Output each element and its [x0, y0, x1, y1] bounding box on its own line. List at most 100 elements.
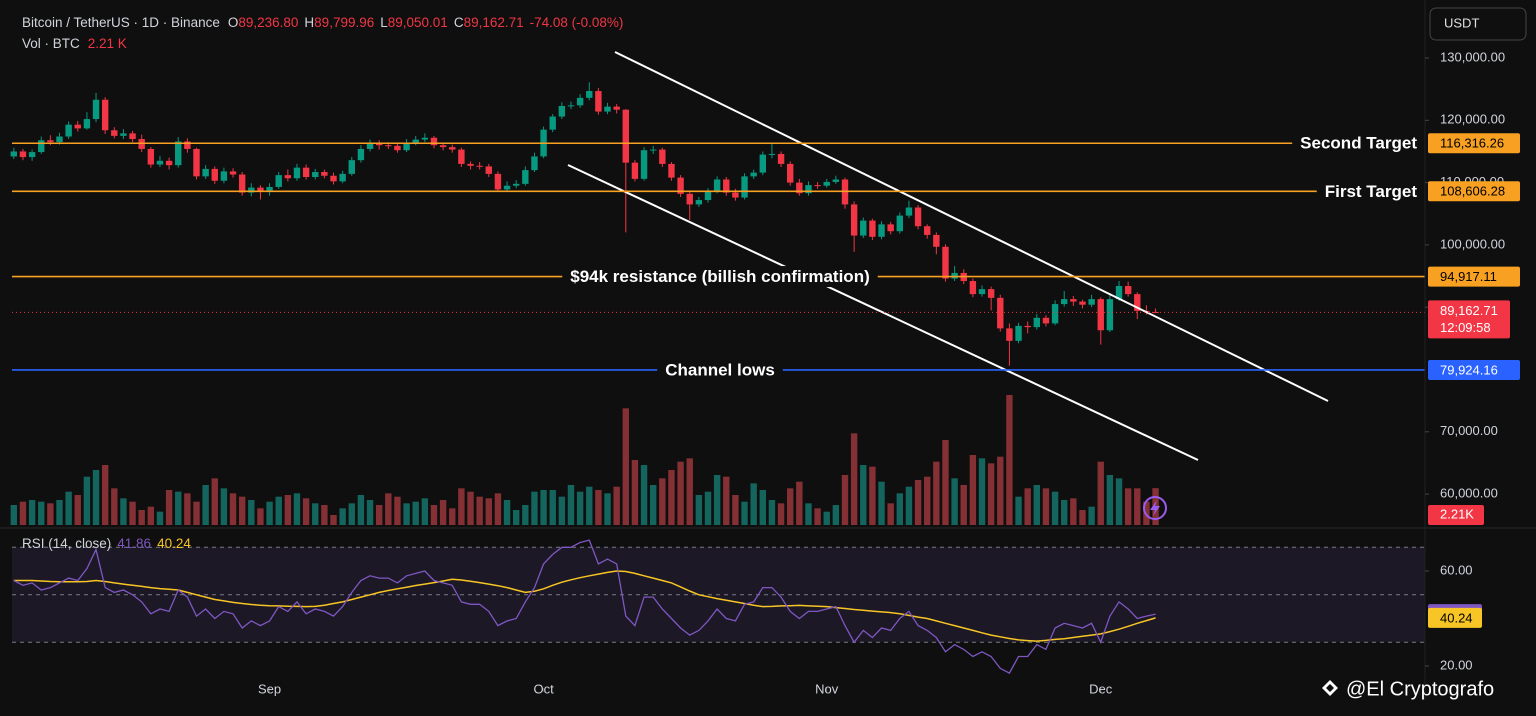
candle-body [823, 181, 830, 186]
volume-bar [238, 496, 246, 525]
watermark-logo [1322, 680, 1338, 696]
volume-bar [1042, 488, 1050, 525]
candle-body [129, 133, 136, 139]
volume-bar [47, 503, 54, 525]
volume-bar [1051, 491, 1059, 525]
candle-body [111, 130, 118, 136]
candle-body [896, 215, 904, 232]
volume-bar [1015, 496, 1022, 525]
candle-body [275, 175, 282, 187]
volume-header: Vol · BTC 2.21 K [22, 36, 127, 51]
candle-body [1079, 301, 1086, 305]
watermark-text: @El Cryptografo [1346, 678, 1494, 700]
candle-body [686, 193, 693, 205]
volume-bar [713, 475, 721, 525]
candle-body [485, 166, 492, 174]
volume-bar [494, 493, 502, 525]
volume-bar [467, 491, 474, 525]
candle-body [750, 172, 757, 177]
currency-label[interactable]: USDT [1444, 15, 1479, 30]
volume-bar [805, 503, 812, 525]
candle-body [576, 97, 584, 106]
rsi-pane [12, 539, 1425, 674]
replay-icon[interactable] [1143, 496, 1167, 520]
volume-bar [677, 461, 684, 525]
ohlc-value: 89,236.80 [238, 15, 298, 30]
candle-body [494, 173, 502, 190]
candle-body [997, 297, 1004, 329]
x-tick-label: Sep [258, 681, 281, 696]
candle-body [924, 226, 931, 235]
icon-bolt[interactable] [1150, 500, 1160, 516]
last-price-label: 89,162.71 [1440, 303, 1498, 318]
volume-bar [549, 490, 556, 525]
candle-body [741, 176, 748, 198]
candle-body [1015, 325, 1022, 341]
volume-bar [796, 481, 803, 525]
rsi-ma-value: 40.24 [157, 536, 191, 551]
volume-bar [257, 508, 264, 525]
volume-bar [175, 491, 182, 525]
volume-bar [211, 478, 218, 525]
volume-bar [914, 480, 922, 525]
candle-body [869, 220, 876, 237]
volume-bar [1033, 485, 1041, 525]
volume-bar [56, 500, 63, 525]
candle-body [357, 148, 365, 161]
volume-bar [193, 501, 200, 525]
volume-bar [38, 501, 45, 525]
volume-bar [165, 490, 173, 525]
y-tick-label: 130,000.00 [1440, 49, 1505, 64]
volume-bar [19, 501, 27, 525]
level-label: $94k resistance (billish confirmation) [570, 267, 869, 286]
volume-bar [348, 503, 355, 525]
volume-bar [622, 408, 629, 525]
level-label: Second Target [1300, 134, 1417, 153]
volume-bar [586, 486, 593, 525]
candle-body [595, 91, 602, 112]
volume-bar [558, 496, 566, 525]
volume-value: 2.21 K [88, 36, 127, 51]
candle-body [695, 200, 703, 205]
currency-button[interactable] [1429, 7, 1527, 41]
volume-bar [284, 495, 292, 525]
candle-body [184, 141, 191, 149]
candle-body [229, 171, 237, 175]
candle-body [1124, 286, 1132, 295]
candle-body [385, 145, 392, 147]
candle-body [933, 234, 940, 247]
volume-bar [1097, 461, 1104, 525]
volume-bar [640, 465, 648, 525]
level-badge-label: 79,924.16 [1440, 362, 1498, 377]
ohlc-key: C [454, 15, 464, 30]
volume-bar [129, 501, 136, 525]
icon-ring[interactable] [1143, 496, 1167, 520]
candle-body [403, 142, 410, 151]
level-badge [1428, 359, 1520, 380]
volume-bar [138, 510, 145, 525]
candle-body [777, 153, 785, 164]
volume-bar [613, 486, 620, 525]
volume-bar [312, 503, 319, 525]
volume-bar [421, 498, 429, 525]
candle-body [293, 167, 301, 179]
overlays: Second Target First Target $94k resistance… [12, 132, 1426, 381]
volume-bar [92, 470, 100, 525]
volume-bar [860, 465, 867, 525]
candle-body [211, 168, 218, 181]
candle-body [503, 185, 511, 190]
candle-body [604, 106, 611, 112]
volume-bar [969, 455, 977, 525]
candle-body [1152, 311, 1159, 313]
candle-body [1033, 317, 1041, 328]
volume-bar [248, 500, 255, 525]
candle-body [805, 185, 812, 194]
volume-bar [732, 495, 739, 525]
volume-bar [229, 493, 237, 525]
candle-body [878, 224, 885, 237]
volume-bar [266, 501, 273, 525]
level-badge-label: 108,606.28 [1440, 184, 1505, 199]
volume-bar [366, 500, 374, 525]
volume-bar [1006, 395, 1013, 525]
